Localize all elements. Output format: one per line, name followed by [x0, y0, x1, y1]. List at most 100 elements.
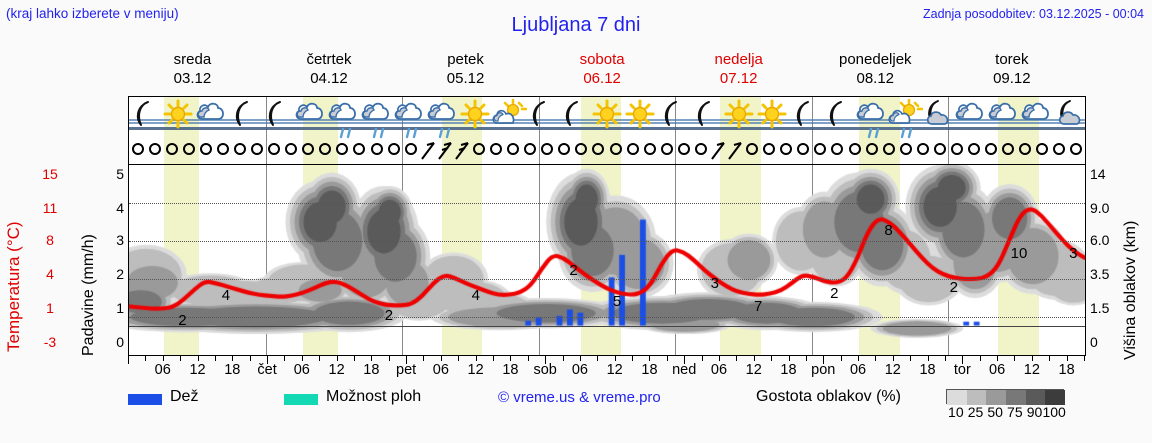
- x-tick: [805, 356, 807, 361]
- x-tick: [336, 356, 338, 361]
- horizontal-gridline: [129, 203, 1085, 204]
- calm-wind-icon: [521, 139, 541, 164]
- calm-wind-icon: [828, 139, 848, 164]
- calm-wind-icon: [402, 139, 422, 164]
- precipitation-axis-ticks: 5 4 3 2 1 0: [102, 160, 124, 360]
- x-tick: [858, 356, 860, 361]
- wind-barb-icon: [709, 139, 729, 164]
- calm-wind-icon: [794, 139, 814, 164]
- calm-wind-icon: [504, 139, 524, 164]
- day-header-1: sreda 03.12: [124, 50, 261, 90]
- x-tick: [1049, 356, 1051, 361]
- wind-barb-icon: [453, 139, 473, 164]
- cloud-density-ramp-segment: [986, 390, 1006, 405]
- temperature-point-label: 2: [178, 311, 187, 329]
- x-axis-label: 18: [919, 362, 936, 378]
- x-tick: [1066, 356, 1068, 361]
- x-tick: [875, 356, 877, 361]
- rain-drops-icon: [436, 127, 456, 145]
- calm-wind-icon: [982, 139, 1002, 164]
- temperature-axis-title: Temperatura (°C): [4, 221, 23, 352]
- x-tick: [180, 356, 182, 361]
- temperature-point-label: 2: [569, 261, 578, 279]
- calm-wind-icon: [487, 139, 507, 164]
- calm-wind-icon: [538, 139, 558, 164]
- day-header-5: nedelja 07.12: [670, 50, 807, 90]
- day-date: 03.12: [173, 70, 212, 87]
- rain-drops-icon: [370, 127, 390, 145]
- calm-wind-icon: [282, 139, 302, 164]
- x-axis-label: 06: [849, 362, 867, 378]
- x-tick: [1084, 356, 1085, 361]
- sun-icon: [722, 99, 762, 135]
- moon-icon: [129, 99, 168, 135]
- x-axis-label: 06: [293, 362, 310, 378]
- moon-icon: [557, 99, 597, 135]
- calm-wind-icon: [333, 139, 353, 164]
- x-axis-label: 18: [780, 362, 797, 378]
- x-tick: [284, 356, 286, 361]
- cloud-density-ramp-label: 90: [1026, 404, 1043, 420]
- day-date: 06.12: [583, 70, 621, 87]
- calm-wind-icon: [948, 139, 968, 164]
- x-axis-label: 06: [989, 362, 1006, 378]
- x-axis-label: pet: [396, 362, 417, 378]
- calm-wind-icon: [760, 139, 780, 164]
- horizontal-gridline: [129, 241, 1085, 242]
- calm-wind-icon: [350, 139, 370, 164]
- calm-wind-icon: [163, 139, 183, 164]
- day-date: 05.12: [446, 70, 485, 87]
- temperature-point-label: 5: [612, 292, 622, 310]
- rain-drops-icon: [898, 127, 918, 145]
- temperature-point-label: 10: [1010, 245, 1028, 262]
- x-tick: [684, 356, 686, 364]
- cloud-density-ramp-labels: 10 25 50 75 90 100: [934, 404, 1084, 422]
- calm-wind-icon: [897, 139, 917, 164]
- x-tick: [493, 356, 495, 361]
- cloud-icon: [293, 99, 333, 135]
- moon-icon: [260, 99, 300, 135]
- cloud-density-ramp-label: 100: [1042, 404, 1066, 420]
- x-tick: [458, 356, 460, 361]
- x-axis-ticks: [128, 356, 1086, 364]
- moon-cloud-icon: [920, 99, 960, 135]
- x-tick: [632, 356, 634, 361]
- x-tick: [475, 356, 477, 361]
- x-tick: [197, 356, 199, 361]
- day-header-3: petek 05.12: [397, 50, 534, 90]
- temperature-point-label: 7: [754, 297, 763, 315]
- rain-drops-icon: [865, 127, 885, 145]
- precipitation-axis-title: Padavine (mm/h): [80, 234, 97, 356]
- day-separator: [811, 97, 813, 164]
- x-tick: [145, 356, 147, 361]
- moon-cloud-icon: [1052, 99, 1085, 135]
- sun-icon: [161, 99, 201, 135]
- cloud-density-ramp-label: 75: [1007, 404, 1023, 420]
- calm-wind-icon: [675, 139, 695, 164]
- temperature-tick-label: 1: [46, 300, 54, 316]
- x-tick: [423, 356, 425, 361]
- calm-wind-icon: [914, 139, 934, 164]
- x-tick: [388, 356, 390, 361]
- rain-legend-label: Dež: [170, 388, 199, 405]
- x-axis-label: 12: [189, 362, 206, 378]
- cloud-rain-icon: [326, 99, 366, 135]
- cloud-rain-icon: [854, 99, 894, 135]
- cloud-rain-icon: [359, 99, 399, 135]
- x-axis-labels: 06 12 18 čet 06 12 18 pet 06 12 18 sob 06 12 18 ned 06 12…: [128, 362, 1086, 382]
- horizontal-gridline: [129, 279, 1085, 280]
- copyright-link[interactable]: © vreme.us & vreme.pro: [498, 389, 661, 406]
- x-tick: [840, 356, 842, 361]
- cloud-height-tick-label: 14: [1090, 166, 1106, 182]
- cloud-density-legend-title: Gostota oblakov (%): [756, 388, 901, 405]
- x-axis-label: 18: [502, 362, 519, 378]
- wind-barb-icon: [419, 139, 439, 164]
- moon-icon: [227, 99, 267, 135]
- day-name: torek: [995, 51, 1029, 68]
- cloud-density-ramp-segment: [1045, 390, 1065, 405]
- cloud-height-tick-label: 3.5: [1090, 266, 1110, 282]
- calm-wind-icon: [624, 139, 644, 164]
- x-axis-label: 06: [571, 362, 588, 378]
- temperature-point-label: 8: [884, 221, 893, 239]
- calm-wind-icon: [692, 139, 712, 164]
